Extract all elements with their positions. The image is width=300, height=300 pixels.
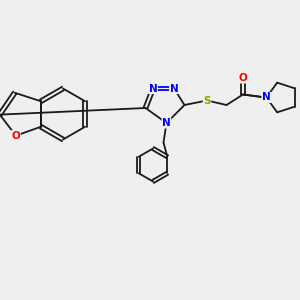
- Text: O: O: [12, 130, 20, 141]
- Text: N: N: [169, 83, 178, 94]
- Text: N: N: [262, 92, 271, 103]
- Text: O: O: [238, 73, 247, 83]
- Text: S: S: [203, 95, 211, 106]
- Text: N: N: [162, 118, 171, 128]
- Text: N: N: [148, 83, 158, 94]
